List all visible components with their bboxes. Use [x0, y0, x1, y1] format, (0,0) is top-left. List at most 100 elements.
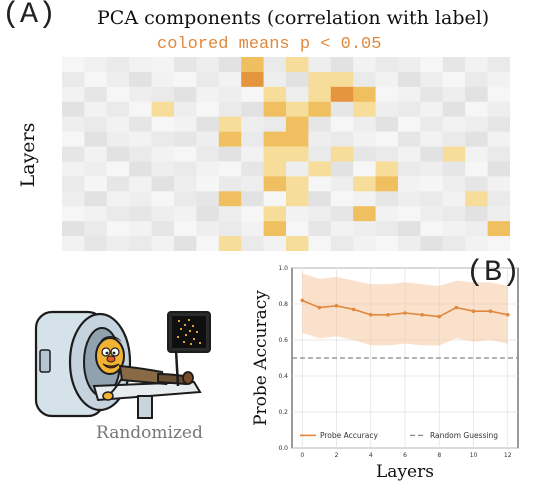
heatmap-cell — [465, 221, 488, 237]
heatmap-cell — [174, 146, 197, 162]
heatmap-cell — [196, 221, 220, 237]
heatmap-cell — [151, 191, 175, 207]
heatmap-cell — [62, 146, 85, 162]
heatmap-cell — [151, 101, 175, 117]
heatmap-cell — [487, 71, 510, 88]
heatmap-cell — [129, 86, 152, 103]
heatmap-cell — [241, 221, 264, 237]
heatmap-cell — [398, 191, 421, 207]
heatmap-cell — [375, 161, 399, 177]
heatmap-cell — [241, 236, 264, 251]
heatmap-cell — [420, 86, 444, 103]
heatmap-cell — [286, 71, 309, 88]
heatmap-cell — [241, 206, 264, 222]
heatmap-cell — [106, 161, 130, 177]
x-tick-label: 2 — [335, 452, 339, 459]
heatmap-cell — [375, 206, 399, 222]
x-tick-label: 10 — [470, 452, 478, 459]
heatmap-cell — [442, 131, 466, 147]
heatmap-cell — [420, 146, 444, 162]
y-axis-label: Probe Accuracy — [251, 290, 271, 426]
heatmap-cell — [465, 236, 488, 251]
heatmap-cell — [84, 101, 108, 117]
heatmap-cell — [353, 221, 376, 237]
heatmap-cell — [465, 116, 488, 132]
heatmap-cell — [84, 116, 108, 132]
probe-accuracy-point — [420, 313, 424, 317]
heatmap-cell — [465, 57, 488, 73]
heatmap-cell — [308, 101, 332, 117]
heatmap-cell — [106, 191, 130, 207]
heatmap-cell — [62, 236, 85, 251]
probe-accuracy-point — [300, 298, 305, 303]
heatmap-cell — [420, 161, 444, 177]
heatmap-cell — [218, 131, 242, 147]
heatmap-cell — [129, 176, 152, 192]
heatmap-cell — [241, 161, 264, 177]
probe-accuracy-point — [471, 309, 476, 313]
heatmap-cell — [465, 101, 488, 117]
heatmap-cell — [286, 176, 309, 192]
heatmap-cell — [398, 206, 421, 222]
heatmap-cell — [241, 57, 264, 73]
heatmap-cell — [375, 116, 399, 132]
heatmap-cell — [330, 176, 354, 192]
heatmap-cell — [330, 146, 354, 162]
heatmap-cell — [263, 191, 287, 207]
probe-accuracy-point — [351, 307, 356, 312]
heatmap-cell — [84, 161, 108, 177]
heatmap-cell — [263, 146, 287, 162]
pca-heatmap — [62, 57, 510, 251]
probe-accuracy-point — [505, 313, 510, 317]
heatmap-cell — [263, 71, 287, 88]
heatmap-cell — [196, 71, 220, 88]
heatmap-cell — [174, 86, 197, 103]
heatmap-cell — [106, 221, 130, 237]
heatmap-cell — [442, 206, 466, 222]
heatmap-cell — [84, 131, 108, 147]
heatmap-cell — [330, 131, 354, 147]
heatmap-cell — [129, 131, 152, 147]
heatmap-cell — [487, 206, 510, 222]
heatmap-cell — [330, 101, 354, 117]
y-tick-label: 0.6 — [278, 337, 288, 344]
heatmap-cell — [218, 146, 242, 162]
heatmap-cell — [106, 101, 130, 117]
heatmap-cell — [106, 57, 130, 73]
heatmap-cell — [196, 161, 220, 177]
probe-accuracy-point — [403, 311, 407, 315]
heatmap-cell — [465, 71, 488, 88]
heatmap-cell — [398, 101, 421, 117]
heatmap-cell — [442, 221, 466, 237]
heatmap-cell — [465, 206, 488, 222]
heatmap-cell — [308, 191, 332, 207]
heatmap-cell — [286, 236, 309, 251]
panel-a-letter: (A) — [2, 0, 57, 32]
heatmap-cell — [286, 221, 309, 237]
heatmap-cell — [353, 131, 376, 147]
heatmap-cell — [151, 161, 175, 177]
heatmap-cell — [174, 57, 197, 73]
heatmap-cell — [442, 101, 466, 117]
y-tick-label: 0.8 — [278, 301, 288, 308]
heatmap-cell — [174, 176, 197, 192]
heatmap-cell — [174, 71, 197, 88]
heatmap-cell — [308, 221, 332, 237]
heatmap-cell — [241, 191, 264, 207]
probe-accuracy-point — [454, 305, 459, 310]
heatmap-cell — [353, 191, 376, 207]
heatmap-y-axis-label-text: Layers — [17, 123, 39, 188]
heatmap-cell — [196, 236, 220, 251]
heatmap-cell — [62, 191, 85, 207]
heatmap-cell — [218, 206, 242, 222]
heatmap-cell — [62, 221, 85, 237]
x-tick-label: 8 — [437, 452, 441, 459]
heatmap-cell — [420, 116, 444, 132]
heatmap-cell — [442, 236, 466, 251]
heatmap-cell — [218, 236, 242, 251]
heatmap-cell — [218, 176, 242, 192]
heatmap-cell — [129, 116, 152, 132]
heatmap-cell — [398, 57, 421, 73]
x-tick-label: 6 — [403, 452, 407, 459]
heatmap-cell — [398, 116, 421, 132]
